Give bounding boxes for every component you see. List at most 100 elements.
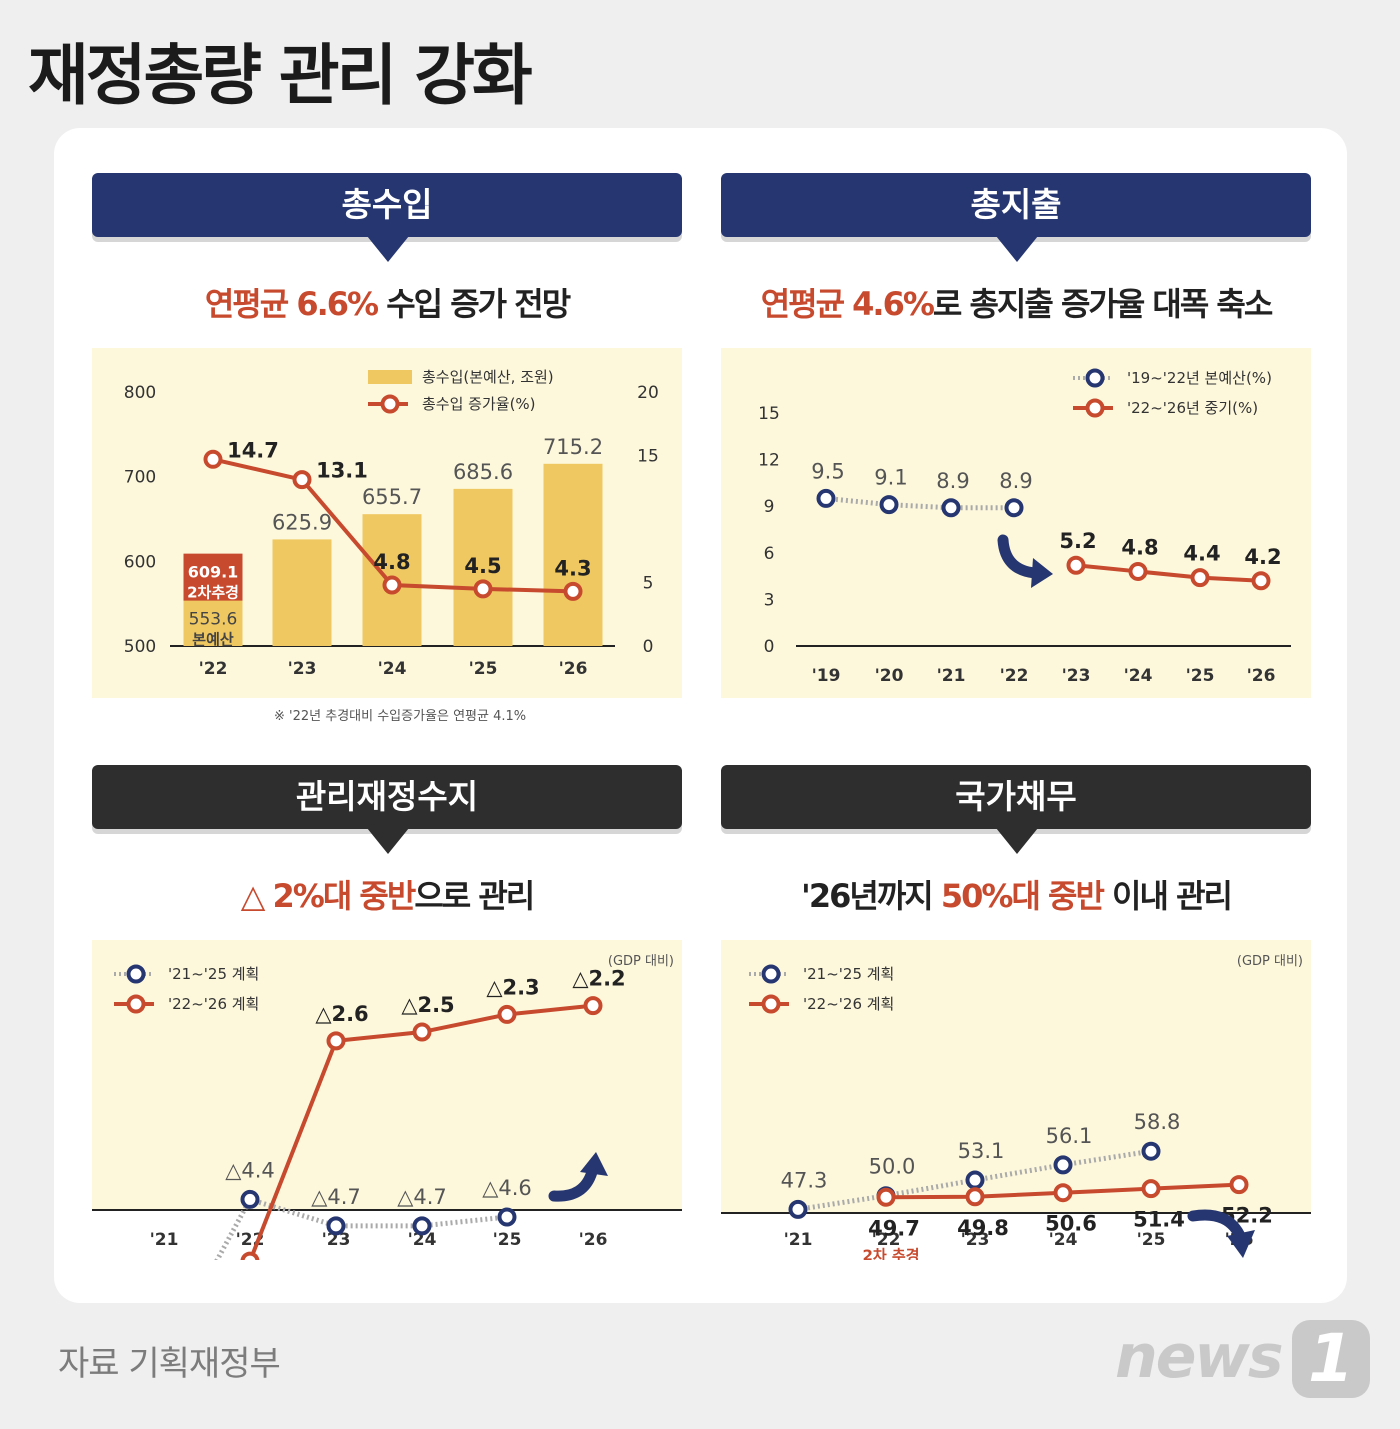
midterm-point bbox=[1066, 555, 1086, 575]
x-tick-label: '26 bbox=[1247, 666, 1276, 686]
legend-plan22-marker bbox=[761, 994, 781, 1014]
debt-panel: 국가채무 '26년까지 50%대 중반 이내 관리 '21 '22 '23 '24 '2… bbox=[721, 765, 1311, 1265]
plan22-point bbox=[1141, 1179, 1161, 1199]
debt-subtitle: '26년까지 50%대 중반 이내 관리 bbox=[721, 871, 1311, 917]
y-tick-label: 600 bbox=[124, 552, 156, 572]
bar bbox=[183, 600, 243, 646]
down-arrow-head bbox=[1227, 1230, 1255, 1258]
header-pointer bbox=[996, 236, 1038, 262]
x-tick-label: '21 bbox=[784, 1230, 813, 1250]
x-tick-label: '25 bbox=[1186, 666, 1215, 686]
subtitle-highlight: 50%대 중반 bbox=[940, 877, 1105, 915]
chart-background bbox=[721, 348, 1311, 698]
legend-bar-swatch bbox=[368, 370, 412, 384]
subtitle-text: 이내 관리 bbox=[1102, 877, 1233, 915]
plan21-point bbox=[1141, 1141, 1161, 1161]
page-title: 재정총량 관리 강화 bbox=[28, 37, 533, 114]
legend-plan21-marker bbox=[761, 964, 781, 984]
x-tick-label: '21 bbox=[150, 1230, 179, 1250]
midterm-point bbox=[1190, 568, 1210, 588]
debt-chart: '21'22'23'24'25'26(GDP 대비)47.350.053.156… bbox=[721, 940, 1311, 1260]
bar-value-label: 715.2 bbox=[543, 435, 603, 459]
y-tick-label: 800 bbox=[124, 383, 156, 403]
legend-midterm-label: '22~'26년 중기(%) bbox=[1127, 399, 1258, 417]
plan22-value-label: 49.7 bbox=[868, 1216, 920, 1240]
plan22-value-label: 51.4 bbox=[1133, 1208, 1185, 1232]
plan22-value-label: △2.6 bbox=[315, 1002, 368, 1026]
legend-line-label: 총수입 증가율(%) bbox=[422, 395, 536, 413]
plan22-point bbox=[1229, 1175, 1249, 1195]
plan21-point bbox=[497, 1207, 517, 1227]
plan21-value-label: 50.0 bbox=[869, 1155, 916, 1179]
y-tick-label: 15 bbox=[758, 404, 780, 424]
plan21-value-label: 58.8 bbox=[1134, 1110, 1181, 1134]
bar-value-label: 625.9 bbox=[272, 510, 332, 534]
subtitle-text: 로 총지출 증가율 대폭 축소 bbox=[932, 285, 1273, 323]
y-tick-label: 12 bbox=[758, 451, 780, 471]
header-pointer bbox=[367, 236, 409, 262]
growth-value-label: 4.5 bbox=[464, 554, 501, 578]
plan21-value-label: △4.4 bbox=[225, 1158, 275, 1182]
plan21-point bbox=[240, 1189, 260, 1209]
x-tick-label: '22 bbox=[1000, 666, 1029, 686]
y2-tick-label: 15 bbox=[637, 447, 659, 467]
bar-value-label: 553.6 bbox=[189, 610, 238, 630]
legend-plan22-marker bbox=[126, 994, 146, 1014]
midterm-value-label: 4.4 bbox=[1183, 542, 1220, 566]
revenue-header: 총수입 bbox=[92, 173, 682, 237]
budget-value-label: 8.9 bbox=[999, 469, 1032, 493]
down-arrow-head bbox=[1031, 558, 1053, 588]
legend-budget-marker bbox=[1085, 368, 1105, 388]
plan21-point bbox=[326, 1216, 346, 1236]
down-arrow-shaft bbox=[997, 534, 1041, 579]
growth-point bbox=[473, 579, 493, 599]
growth-value-label: 13.1 bbox=[316, 459, 368, 483]
x-tick-label: '23 bbox=[1062, 666, 1091, 686]
balance-chart: '21'22'23'24'25'26(GDP 대비)△6.2△4.4△4.7△4… bbox=[92, 940, 682, 1260]
chart-background bbox=[92, 940, 682, 1210]
news1-logo-mark: 1 bbox=[1292, 1320, 1370, 1398]
up-arrow-head bbox=[580, 1152, 608, 1176]
balance-panel: 관리재정수지 △ 2%대 중반으로 관리 '21'22'23'24'25'26(… bbox=[92, 765, 682, 1265]
plan21-value-label: △4.7 bbox=[397, 1185, 447, 1209]
plan22-value-label: △2.5 bbox=[401, 993, 454, 1017]
midterm-point bbox=[1128, 561, 1148, 581]
x-tick-label: '26 bbox=[559, 659, 588, 679]
spending-chart: 0 3 6 9 12 15 '19 '20 '21 '22 '23 '24 '25 '26 9.5 9.1 8.… bbox=[758, 368, 1291, 686]
y2-tick-label: 20 bbox=[637, 383, 659, 403]
bar bbox=[543, 463, 603, 646]
y2-tick-label: 5 bbox=[643, 574, 654, 594]
revenue-footnote: ※ '22년 추경대비 수입증가율은 연평균 4.1% bbox=[274, 709, 527, 724]
midterm-value-label: 4.2 bbox=[1244, 545, 1281, 569]
legend-plan21-label: '21~'25 계획 bbox=[168, 965, 259, 983]
spending-panel: 총지출 연평균 4.6%로 총지출 증가율 대폭 축소 0 3 6 9 12 15 '19 '… bbox=[721, 173, 1311, 733]
plan21-point bbox=[788, 1199, 808, 1219]
legend-plan22-label: '22~'26 계획 bbox=[168, 995, 259, 1013]
news1-logo: news bbox=[1115, 1322, 1284, 1392]
unit-note: (GDP 대비) bbox=[608, 954, 674, 969]
plan22-point bbox=[326, 1031, 346, 1051]
budget-point bbox=[1004, 498, 1024, 518]
plan22-value-label: 49.8 bbox=[957, 1216, 1009, 1240]
growth-point bbox=[382, 575, 402, 595]
spending-subtitle: 연평균 4.6%로 총지출 증가율 대폭 축소 bbox=[721, 279, 1311, 325]
plan21-point bbox=[412, 1216, 432, 1236]
plan22-value-label: △2.3 bbox=[486, 975, 539, 999]
x-tick-label: '24 bbox=[1124, 666, 1153, 686]
plan22-value-label: △2.2 bbox=[572, 967, 625, 991]
plan21-value-label: △4.6 bbox=[482, 1176, 532, 1200]
x-tick-label: '26 bbox=[579, 1230, 608, 1250]
x-tick-label: '22 bbox=[199, 659, 228, 679]
plan21-point bbox=[1053, 1155, 1073, 1175]
up-arrow-shaft bbox=[548, 1166, 598, 1202]
x-tick-label: '24 bbox=[1049, 1230, 1078, 1250]
y2-tick-label: 0 bbox=[643, 637, 654, 657]
midterm-point bbox=[1251, 571, 1271, 591]
growth-point bbox=[292, 470, 312, 490]
plan22-point bbox=[412, 1022, 432, 1042]
plan21-point bbox=[965, 1170, 985, 1190]
bar bbox=[453, 488, 513, 646]
x-tick-label: '24 bbox=[378, 659, 407, 679]
budget-point bbox=[879, 495, 899, 515]
y-tick-label: 700 bbox=[124, 468, 156, 488]
